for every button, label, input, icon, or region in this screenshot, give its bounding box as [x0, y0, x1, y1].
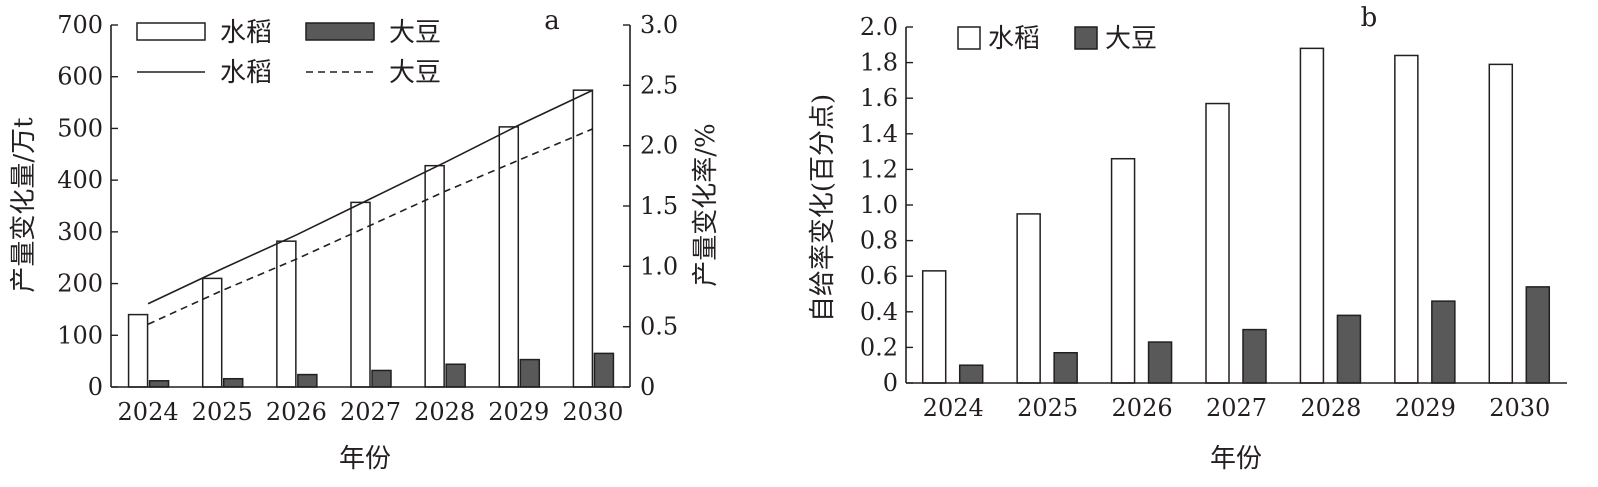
y-tick-label: 400	[57, 166, 103, 194]
bar-soybean	[1431, 300, 1456, 384]
y-tick-label: 300	[57, 218, 103, 246]
legend-swatch-rice-bar	[957, 26, 981, 50]
y-tick-label: 0.2	[860, 333, 898, 361]
y-tick-label: 1.4	[860, 120, 898, 148]
legend-label: 水稻	[988, 24, 1040, 54]
y-tick-label: 200	[57, 270, 103, 298]
y-tick-label-right: 0	[640, 373, 655, 401]
panel-letter: a	[544, 6, 560, 36]
y-tick-label: 1.8	[860, 49, 898, 77]
bar-rice	[1110, 157, 1136, 384]
axes-group	[905, 27, 1567, 384]
legend: 水稻 大豆 水稻 大豆	[136, 18, 441, 88]
x-tick-label: 2025	[1017, 394, 1078, 422]
legend-label: 大豆	[389, 58, 441, 88]
bar-rice	[1205, 102, 1230, 384]
bar-soybean	[519, 358, 541, 388]
left-y-ticks: 0 100 200 300 400 500 600 700	[57, 11, 118, 401]
left-y-ticks: 0 0.2 0.4 0.6 0.8 1.0 1.2 1.4 1.6 1.8 2.0	[860, 13, 913, 397]
y-tick-label-right: 1.0	[640, 252, 678, 280]
bar-rice	[127, 313, 149, 388]
y-tick-label-right: 0.5	[640, 313, 678, 341]
y-tick-label: 0.6	[860, 262, 898, 290]
x-tick-label: 2027	[340, 398, 401, 426]
legend-label: 水稻	[220, 18, 272, 48]
x-tick-label: 2030	[1489, 394, 1550, 422]
bar-soybean	[1336, 314, 1362, 384]
line-soybean	[147, 128, 594, 325]
bar-soybean	[222, 377, 244, 388]
legend-label: 大豆	[1105, 24, 1157, 54]
x-ticks: 2024 2025 2026 2027 2028 2029 2030	[923, 394, 1551, 422]
y-tick-label: 1.0	[860, 191, 898, 219]
bar-rice	[1394, 54, 1419, 384]
bar-rice	[276, 240, 297, 388]
chart-panel-b: 0 0.2 0.4 0.6 0.8 1.0 1.2 1.4 1.6 1.8 2.0 2024 2025…	[808, 3, 1567, 474]
bar-soybean	[445, 363, 466, 388]
x-tick-label: 2028	[414, 398, 475, 426]
bar-soybean	[1147, 341, 1173, 384]
y-tick-label-right: 1.5	[640, 192, 678, 220]
x-tick-label: 2024	[118, 398, 179, 426]
y-tick-label: 1.2	[860, 155, 898, 183]
bar-rice	[572, 89, 594, 388]
legend-swatch-rice-bar	[136, 22, 206, 41]
bar-soybean	[297, 373, 318, 388]
bar-soybean	[1053, 351, 1078, 384]
bar-rice	[1016, 213, 1041, 384]
bar-rice	[1299, 47, 1325, 384]
x-tick-label: 2026	[266, 398, 327, 426]
y-tick-label: 1.6	[860, 84, 898, 112]
y-tick-label-right: 2.0	[640, 132, 678, 160]
bar-rice	[201, 277, 223, 388]
x-axis-title: 年份	[339, 444, 391, 474]
y-axis-title: 产量变化量/万t	[9, 117, 39, 293]
legend-label: 水稻	[220, 58, 272, 88]
bar-rice	[921, 270, 947, 384]
right-y-ticks: 0 0.5 1.0 1.5 2.0 2.5 3.0	[623, 11, 678, 401]
y-tick-label-right: 2.5	[640, 71, 678, 99]
chart-panel-a: 0 100 200 300 400 500 600 700 0 0.5 1.0 1.5 2.0 2.5 3…	[9, 6, 721, 474]
x-tick-label: 2030	[562, 398, 623, 426]
line-rice	[147, 89, 594, 305]
y-axis-title: 自给率变化(百分点)	[808, 94, 838, 322]
bars-group	[921, 47, 1551, 384]
y-tick-label: 2.0	[860, 13, 898, 41]
y-tick-label: 700	[57, 11, 103, 39]
x-tick-label: 2024	[923, 394, 984, 422]
legend-swatch-soybean-bar	[305, 22, 375, 41]
panel-letter: b	[1361, 3, 1378, 33]
bar-soybean	[1242, 328, 1267, 384]
legend-swatch-soybean-bar	[1074, 26, 1098, 50]
bars-group	[127, 89, 615, 388]
y-axis-title-right: 产量变化率/%	[691, 123, 721, 286]
x-axis-title: 年份	[1210, 444, 1262, 474]
x-tick-label: 2028	[1300, 394, 1361, 422]
x-tick-label: 2029	[488, 398, 549, 426]
bar-soybean	[148, 380, 170, 388]
bar-soybean	[958, 364, 984, 384]
x-tick-label: 2029	[1395, 394, 1456, 422]
y-tick-label: 0.8	[860, 227, 898, 255]
bar-soybean	[1525, 286, 1551, 384]
x-tick-label: 2025	[192, 398, 253, 426]
bar-soybean	[593, 352, 615, 388]
y-tick-label: 600	[57, 63, 103, 91]
lines-group	[147, 89, 594, 325]
y-tick-label: 0.4	[860, 298, 898, 326]
bar-soybean	[371, 369, 392, 388]
y-tick-label: 100	[57, 321, 103, 349]
bar-rice	[1488, 63, 1514, 384]
y-tick-label-right: 3.0	[640, 11, 678, 39]
y-tick-label: 0	[88, 373, 103, 401]
x-tick-label: 2027	[1206, 394, 1267, 422]
y-tick-label: 500	[57, 114, 103, 142]
legend-label: 大豆	[389, 18, 441, 48]
y-tick-label: 0	[883, 369, 898, 397]
x-ticks: 2024 2025 2026 2027 2028 2029 2030	[118, 398, 624, 426]
bar-rice	[498, 126, 520, 388]
x-tick-label: 2026	[1112, 394, 1173, 422]
legend: 水稻 大豆	[957, 24, 1157, 54]
